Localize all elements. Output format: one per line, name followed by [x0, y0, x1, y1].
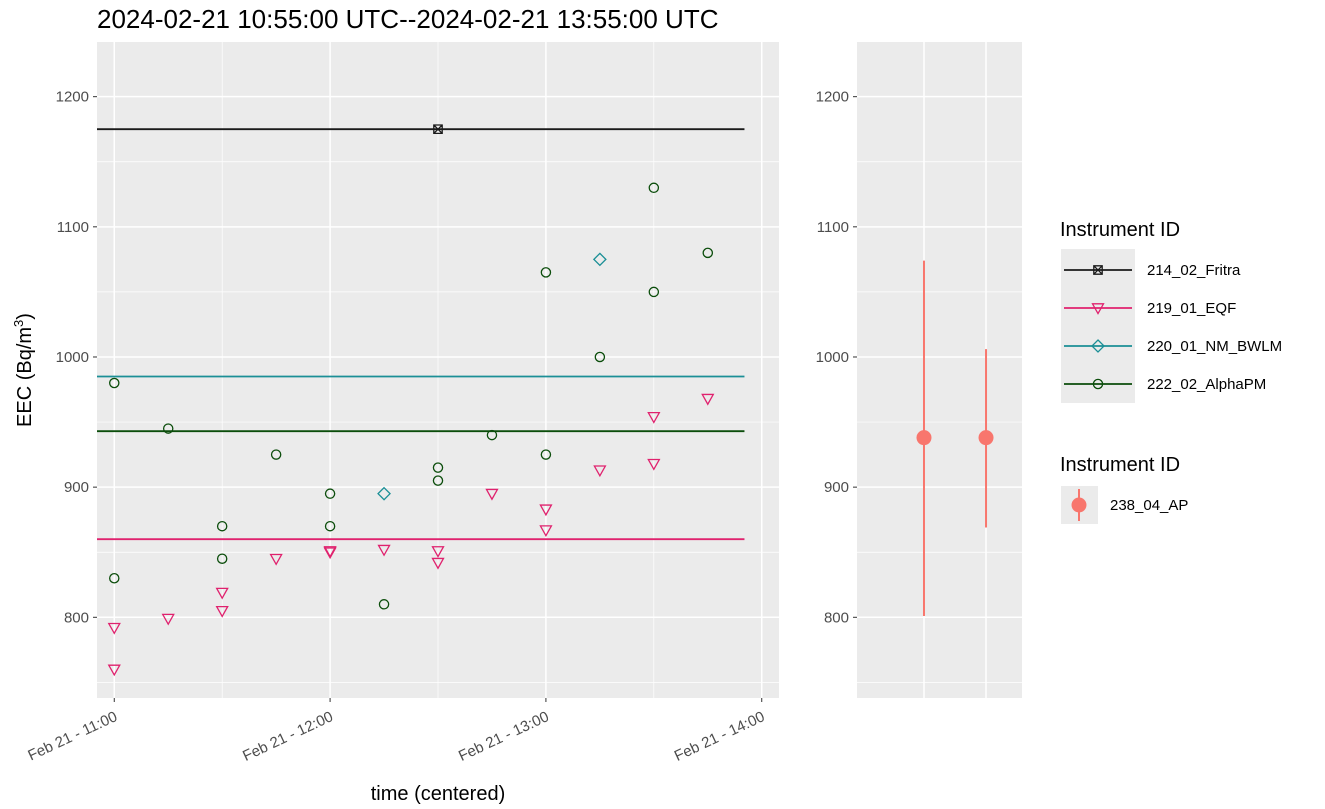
y-tick-label: 1200	[816, 89, 849, 106]
chart-title: 2024-02-21 10:55:00 UTC--2024-02-21 13:5…	[97, 4, 719, 34]
points-214-02-fritra	[433, 124, 443, 135]
legend-label: 220_01_NM_BWLM	[1147, 338, 1282, 355]
data-point	[107, 622, 121, 635]
errorbar-238-04-ap	[916, 260, 932, 616]
data-point	[109, 377, 120, 389]
data-point	[377, 486, 391, 501]
data-point	[594, 351, 606, 363]
data-point	[431, 546, 445, 558]
legend-label: 214_02_Fritra	[1147, 262, 1241, 279]
legend-marker	[1071, 497, 1087, 513]
legend-entry-219-01-eqf: 219_01_EQF	[1064, 300, 1236, 317]
legend-label: 238_04_AP	[1110, 497, 1188, 514]
data-point	[324, 520, 336, 532]
data-point	[323, 546, 337, 558]
legend-label: 222_02_AlphaPM	[1147, 376, 1266, 393]
data-point	[161, 613, 175, 626]
data-point	[270, 449, 282, 460]
x-tick-label: Feb 21 - 12:00	[240, 708, 336, 765]
main-y-ticks: 800 900 1000 1100 1200	[56, 89, 97, 626]
data-point	[216, 553, 228, 564]
legend-title-2: Instrument ID	[1060, 454, 1180, 476]
legend-label: 219_01_EQF	[1147, 300, 1236, 317]
legend-entry-238-04-ap: 238_04_AP	[1071, 489, 1188, 521]
side-series	[916, 260, 994, 616]
data-point	[378, 599, 390, 610]
y-tick-label: 800	[824, 609, 849, 626]
main-grid	[97, 42, 779, 698]
data-point	[916, 430, 932, 446]
data-point	[269, 553, 283, 566]
x-tick-label: Feb 21 - 11:00	[25, 708, 120, 764]
legend-instruments: Instrument ID 214_02_Fritra 219_01_EQF 220…	[1060, 219, 1282, 403]
y-tick-label: 900	[64, 479, 89, 496]
data-point	[431, 557, 445, 570]
legend-marker	[1093, 265, 1103, 275]
y-axis-title-superscript: 3	[11, 320, 26, 327]
main-x-ticks: Feb 21 - 11:00 Feb 21 - 12:00 Feb 21 - 13:…	[25, 698, 767, 765]
legend-entry-222-02-alphapm: 222_02_AlphaPM	[1064, 376, 1266, 393]
y-tick-label: 800	[64, 609, 89, 626]
legend-marker	[1091, 339, 1105, 353]
data-point	[485, 488, 499, 501]
y-tick-label: 1000	[816, 349, 849, 366]
data-point	[215, 587, 229, 600]
legend-marker	[1091, 303, 1105, 315]
data-point	[107, 664, 121, 677]
data-point	[540, 449, 552, 460]
y-tick-label: 1200	[56, 89, 89, 106]
x-axis-title: time (centered)	[371, 783, 506, 805]
x-tick-label: Feb 21 - 13:00	[456, 708, 552, 765]
y-tick-label: 1100	[817, 219, 849, 236]
data-point	[216, 520, 228, 532]
side-panel	[857, 42, 1022, 698]
data-point	[539, 525, 553, 538]
data-point	[702, 247, 714, 259]
x-tick-label: Feb 21 - 14:00	[672, 708, 768, 765]
y-axis-title: EEC (Bq/m3)	[11, 313, 36, 427]
legend-title: Instrument ID	[1060, 219, 1180, 241]
data-point	[432, 462, 444, 473]
legend-errorbar: Instrument ID 238_04_AP	[1060, 454, 1188, 524]
data-point	[593, 465, 607, 478]
data-point	[324, 488, 336, 499]
legend-entry-214-02-fritra: 214_02_Fritra	[1064, 262, 1241, 279]
data-point	[539, 504, 553, 517]
data-point	[486, 429, 498, 441]
y-tick-label: 1000	[56, 349, 89, 366]
side-y-ticks: 800 900 1000 1100 1200	[816, 89, 857, 626]
y-tick-label: 900	[824, 479, 849, 496]
data-point	[433, 124, 443, 135]
data-point	[540, 267, 552, 278]
errorbar-238-04-ap	[978, 349, 994, 528]
data-point	[648, 286, 660, 298]
legend-marker	[1092, 378, 1104, 390]
y-tick-label: 1100	[57, 219, 89, 236]
main-series	[97, 124, 745, 677]
data-point	[215, 605, 229, 618]
points-220-01-nm-bwlm	[377, 252, 607, 501]
data-point	[647, 412, 661, 424]
points-219-01-eqf	[107, 393, 715, 677]
y-axis-title-tail: )	[14, 313, 36, 320]
data-point	[701, 393, 715, 406]
data-point	[162, 423, 174, 434]
points-222-02-alphapm	[109, 182, 714, 610]
data-point	[432, 475, 444, 486]
data-point	[109, 573, 120, 584]
data-point	[592, 252, 607, 267]
y-axis-title-main: EEC (Bq/m	[14, 327, 36, 427]
data-point	[978, 430, 994, 446]
data-point	[377, 544, 391, 557]
legend-entry-220-01-nm-bwlm: 220_01_NM_BWLM	[1064, 338, 1282, 355]
data-point	[647, 458, 661, 471]
data-point	[648, 182, 660, 194]
